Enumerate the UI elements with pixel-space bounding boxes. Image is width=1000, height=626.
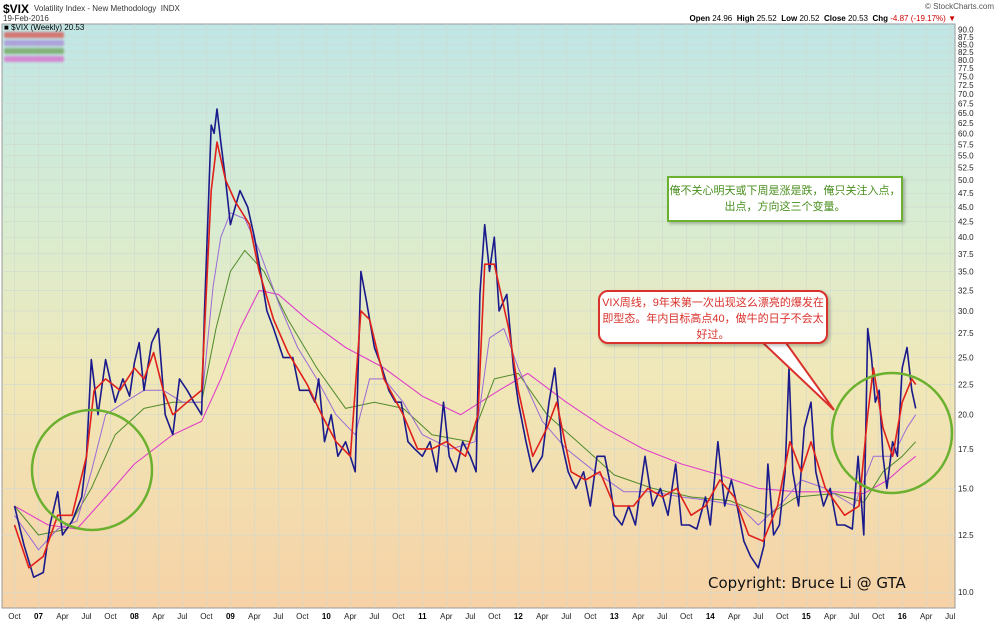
y-tick-label: 47.5 xyxy=(958,189,974,198)
y-tick-label: 15.0 xyxy=(958,484,974,493)
y-tick-label: 22.5 xyxy=(958,381,974,390)
x-tick-label: Oct xyxy=(200,612,213,621)
x-tick-label: 12 xyxy=(514,612,523,621)
x-tick-label: Apr xyxy=(824,612,837,621)
annotation-note-red: VIX周线，9年来第一次出现这么漂亮的爆发在即型态。年内目标高点40，做牛的日子… xyxy=(598,290,828,344)
symbol: $VIX xyxy=(3,2,30,16)
y-tick-label: 32.5 xyxy=(958,286,974,295)
y-tick-label: 45.0 xyxy=(958,203,974,212)
series-lines xyxy=(13,108,917,578)
y-axis: 10.0 12.5 15.0 17.5 20.0 22.5 25.0 27.5 30.0 32.5… xyxy=(958,26,974,598)
y-tick-label: 70.0 xyxy=(958,90,974,99)
x-axis: Oct 07 Apr Jul Oct 08 Apr Jul Oct 09 Apr Jul Oct 10 Ap… xyxy=(8,612,955,621)
y-tick-label: 20.0 xyxy=(958,411,974,420)
x-tick-label: Apr xyxy=(56,612,69,621)
x-tick-label: Apr xyxy=(344,612,357,621)
y-tick-label: 82.5 xyxy=(958,48,974,57)
x-tick-label: Apr xyxy=(152,612,165,621)
x-tick-label: Oct xyxy=(776,612,789,621)
highlight-circle-right xyxy=(830,371,954,495)
x-tick-label: 09 xyxy=(226,612,235,621)
x-tick-label: Apr xyxy=(440,612,453,621)
y-tick-label: 90.0 xyxy=(958,26,974,35)
x-tick-label: Oct xyxy=(872,612,885,621)
y-tick-label: 55.0 xyxy=(958,152,974,161)
x-tick-label: Apr xyxy=(920,612,933,621)
x-tick-label: 14 xyxy=(706,612,715,621)
x-tick-label: Jul xyxy=(849,612,859,621)
quote-bar: Open 24.96 High 25.52 Low 20.52 Close 20… xyxy=(689,14,956,23)
y-tick-label: 50.0 xyxy=(958,176,974,185)
x-tick-label: 15 xyxy=(802,612,811,621)
chart-header: $VIX Volatility Index - New Methodology … xyxy=(0,0,1000,24)
y-tick-label: 37.5 xyxy=(958,250,974,259)
x-tick-label: Jul xyxy=(657,612,667,621)
series-line-4 xyxy=(14,289,917,530)
brand: © StockCharts.com xyxy=(924,2,994,11)
x-tick-label: Oct xyxy=(392,612,405,621)
legend-main: ■ $VIX (Weekly) 20.53 xyxy=(4,23,85,32)
x-tick-label: Oct xyxy=(8,612,21,621)
y-tick-label: 10.0 xyxy=(958,588,974,597)
y-tick-label: 35.0 xyxy=(958,267,974,276)
x-tick-label: Apr xyxy=(632,612,645,621)
y-tick-label: 87.5 xyxy=(958,33,974,42)
x-tick-label: Jul xyxy=(273,612,283,621)
y-tick-label: 30.0 xyxy=(958,307,974,316)
y-tick-label: 27.5 xyxy=(958,329,974,338)
y-tick-label: 60.0 xyxy=(958,129,974,138)
y-tick-label: 80.0 xyxy=(958,56,974,65)
y-tick-label: 85.0 xyxy=(958,40,974,49)
x-tick-label: Oct xyxy=(680,612,693,621)
y-tick-label: 12.5 xyxy=(958,531,974,540)
y-tick-label: 17.5 xyxy=(958,445,974,454)
series-line-0 xyxy=(13,108,917,578)
x-tick-label: 08 xyxy=(130,612,139,621)
chart-date: 19-Feb-2016 xyxy=(3,14,49,23)
series-line-1 xyxy=(13,141,917,569)
x-tick-label: Jul xyxy=(945,612,955,621)
y-tick-label: 52.5 xyxy=(958,164,974,173)
y-tick-label: 65.0 xyxy=(958,109,974,118)
y-tick-label: 42.5 xyxy=(958,218,974,227)
x-tick-label: Apr xyxy=(536,612,549,621)
x-tick-label: Jul xyxy=(177,612,187,621)
legend: ■ $VIX (Weekly) 20.53 xyxy=(4,24,84,64)
y-tick-label: 67.5 xyxy=(958,99,974,108)
y-tick-label: 25.0 xyxy=(958,354,974,363)
x-tick-label: 11 xyxy=(418,612,427,621)
highlight-circle-left xyxy=(30,408,154,532)
x-tick-label: 16 xyxy=(898,612,907,621)
copyright-text: Copyright: Bruce Li @ GTA xyxy=(708,574,906,592)
x-tick-label: Apr xyxy=(248,612,261,621)
x-tick-label: Oct xyxy=(584,612,597,621)
y-tick-label: 57.5 xyxy=(958,140,974,149)
y-tick-label: 62.5 xyxy=(958,119,974,128)
series-line-2 xyxy=(14,212,917,551)
y-tick-label: 72.5 xyxy=(958,81,974,90)
annotation-note-green: 俺不关心明天或下周是涨是跌，俺只关注入点，出点，方向这三个变量。 xyxy=(667,176,903,222)
instrument-name: Volatility Index - New Methodology INDX xyxy=(34,4,180,13)
x-tick-label: Oct xyxy=(104,612,117,621)
series-line-3 xyxy=(14,249,917,536)
x-tick-label: Jul xyxy=(81,612,91,621)
y-tick-label: 75.0 xyxy=(958,72,974,81)
x-tick-label: 13 xyxy=(610,612,619,621)
x-tick-label: Jul xyxy=(753,612,763,621)
x-tick-label: Oct xyxy=(488,612,501,621)
y-tick-label: 40.0 xyxy=(958,233,974,242)
x-tick-label: 07 xyxy=(34,612,43,621)
x-tick-label: Oct xyxy=(296,612,309,621)
x-tick-label: Jul xyxy=(465,612,475,621)
x-tick-label: Apr xyxy=(728,612,741,621)
x-tick-label: 10 xyxy=(322,612,331,621)
x-tick-label: Jul xyxy=(561,612,571,621)
x-tick-label: Jul xyxy=(369,612,379,621)
y-tick-label: 77.5 xyxy=(958,64,974,73)
